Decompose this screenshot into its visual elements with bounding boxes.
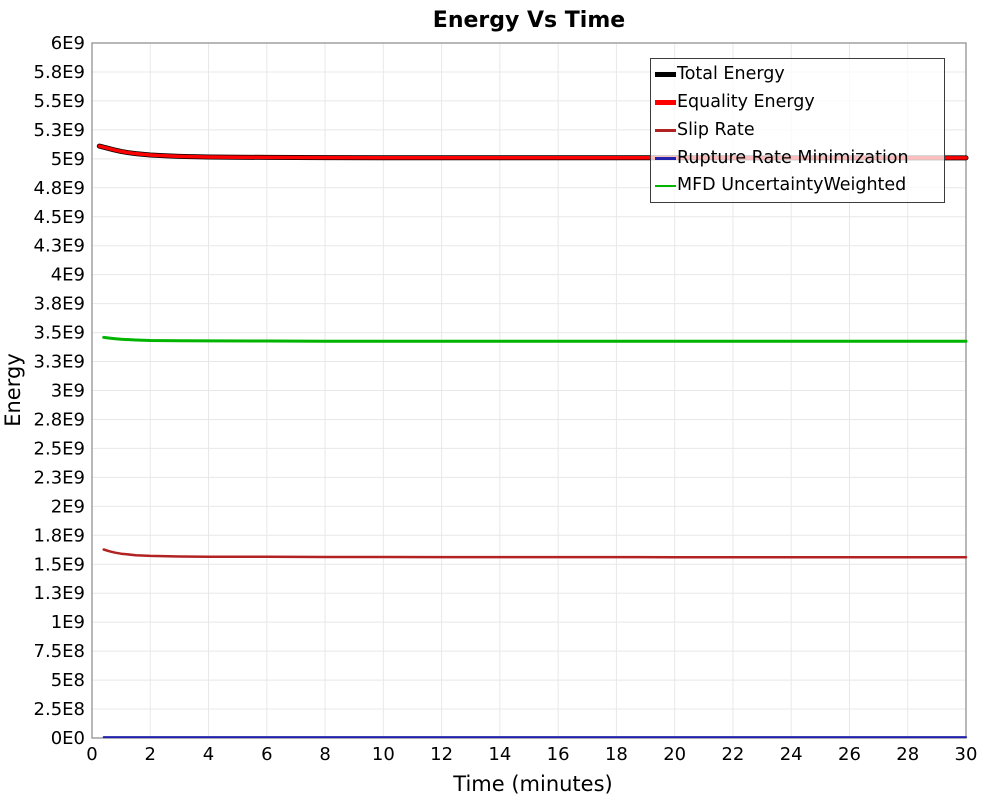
legend-swatch-mfd-uncertainty-weighted (655, 184, 676, 188)
y-tick-label: 5.5E9 (34, 91, 85, 112)
y-tick-label: 1.5E9 (34, 554, 85, 575)
y-tick-label: 3.5E9 (34, 323, 85, 344)
y-tick-label: 5E9 (51, 149, 85, 170)
y-tick-label: 2.5E9 (34, 438, 85, 459)
legend-swatch-total-energy (655, 72, 676, 78)
series-line-slip-rate (102, 548, 968, 559)
x-tick-label: 28 (896, 744, 919, 765)
y-tick-label: 3.8E9 (34, 294, 85, 315)
y-tick-label: 3.3E9 (34, 352, 85, 373)
x-tick-label: 24 (780, 744, 803, 765)
legend-item-slip-rate: Slip Rate (655, 117, 940, 145)
legend-item-total-energy: Total Energy (655, 61, 940, 89)
y-tick-label: 4E9 (51, 265, 85, 286)
series-line-mfd-uncertainty-weighted (102, 335, 968, 343)
y-tick-label: 4.5E9 (34, 207, 85, 228)
legend-label-mfd-uncertainty-weighted: MFD UncertaintyWeighted (677, 175, 907, 196)
legend-swatch-rupture-rate-minimization (655, 157, 676, 160)
y-tick-label: 0E0 (51, 728, 85, 749)
legend-label-rupture-rate-minimization: Rupture Rate Minimization (677, 147, 909, 168)
legend-swatch-slip-rate (655, 129, 676, 132)
y-tick-label: 1.8E9 (34, 525, 85, 546)
x-tick-label: 18 (605, 744, 628, 765)
x-tick-label: 22 (721, 744, 744, 765)
y-tick-label: 2.5E8 (34, 699, 85, 720)
x-tick-label: 14 (488, 744, 511, 765)
y-tick-label: 4.8E9 (34, 178, 85, 199)
legend-swatch-equality-energy (655, 100, 676, 105)
chart-title: Energy Vs Time (433, 8, 625, 33)
legend: Total Energy Equality Energy Slip Rate R… (650, 58, 945, 203)
x-tick-label: 10 (372, 744, 395, 765)
legend-label-slip-rate: Slip Rate (677, 119, 755, 140)
y-tick-label: 5E8 (51, 670, 85, 691)
y-tick-label: 3E9 (51, 381, 85, 402)
y-tick-label: 5.8E9 (34, 62, 85, 83)
x-tick-label: 8 (319, 744, 330, 765)
legend-item-rupture-rate-minimization: Rupture Rate Minimization (655, 144, 940, 172)
x-axis-title: Time (minutes) (452, 772, 612, 796)
x-tick-label: 16 (547, 744, 570, 765)
legend-label-total-energy: Total Energy (677, 64, 785, 85)
x-tick-label: 2 (145, 744, 156, 765)
x-tick-label: 6 (261, 744, 272, 765)
y-tick-label: 2.3E9 (34, 467, 85, 488)
y-tick-label: 2E9 (51, 496, 85, 517)
x-tick-label: 30 (955, 744, 978, 765)
y-tick-label: 1.3E9 (34, 583, 85, 604)
x-tick-label: 12 (430, 744, 453, 765)
y-tick-label: 4.3E9 (34, 236, 85, 257)
x-tick-label: 4 (203, 744, 214, 765)
y-tick-label: 5.3E9 (34, 120, 85, 141)
y-tick-label: 1E9 (51, 612, 85, 633)
legend-item-equality-energy: Equality Energy (655, 89, 940, 117)
x-tick-label: 26 (838, 744, 861, 765)
legend-label-equality-energy: Equality Energy (677, 91, 815, 112)
x-tick-label: 20 (663, 744, 686, 765)
x-tick-label: 0 (86, 744, 97, 765)
legend-item-mfd-uncertainty-weighted: MFD UncertaintyWeighted (655, 172, 940, 200)
y-tick-label: 6E9 (51, 33, 85, 54)
y-tick-label: 2.8E9 (34, 409, 85, 430)
y-tick-label: 7.5E8 (34, 641, 85, 662)
y-axis-title: Energy (1, 353, 25, 427)
